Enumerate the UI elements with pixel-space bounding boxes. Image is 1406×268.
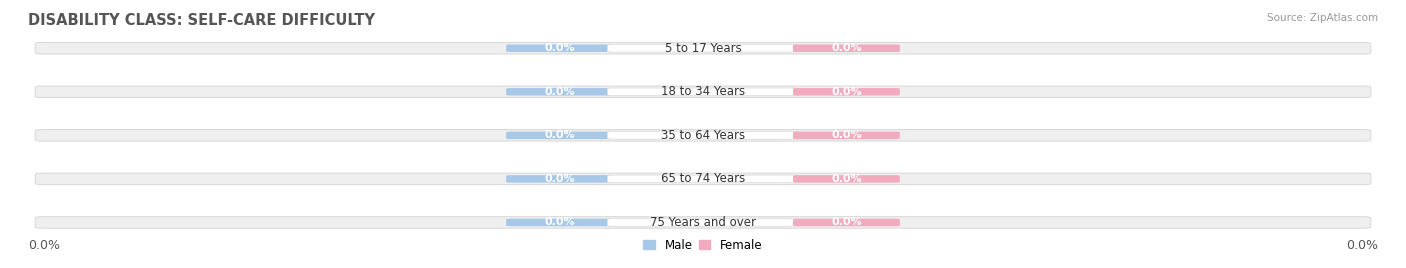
Text: 0.0%: 0.0% <box>831 43 862 53</box>
Text: 0.0%: 0.0% <box>1346 239 1378 252</box>
Text: 0.0%: 0.0% <box>544 174 575 184</box>
Text: 65 to 74 Years: 65 to 74 Years <box>661 172 745 185</box>
Text: 0.0%: 0.0% <box>831 217 862 228</box>
Text: DISABILITY CLASS: SELF-CARE DIFFICULTY: DISABILITY CLASS: SELF-CARE DIFFICULTY <box>28 13 375 28</box>
Text: 18 to 34 Years: 18 to 34 Years <box>661 85 745 98</box>
Text: 0.0%: 0.0% <box>544 43 575 53</box>
Text: 35 to 64 Years: 35 to 64 Years <box>661 129 745 142</box>
Text: 0.0%: 0.0% <box>831 174 862 184</box>
Text: 0.0%: 0.0% <box>544 217 575 228</box>
Text: Source: ZipAtlas.com: Source: ZipAtlas.com <box>1267 13 1378 23</box>
Legend: Male, Female: Male, Female <box>638 234 768 257</box>
Text: 0.0%: 0.0% <box>28 239 60 252</box>
Text: 0.0%: 0.0% <box>544 87 575 97</box>
Text: 75 Years and over: 75 Years and over <box>650 216 756 229</box>
Text: 0.0%: 0.0% <box>544 130 575 140</box>
Text: 0.0%: 0.0% <box>831 87 862 97</box>
Text: 5 to 17 Years: 5 to 17 Years <box>665 42 741 55</box>
Text: 0.0%: 0.0% <box>831 130 862 140</box>
